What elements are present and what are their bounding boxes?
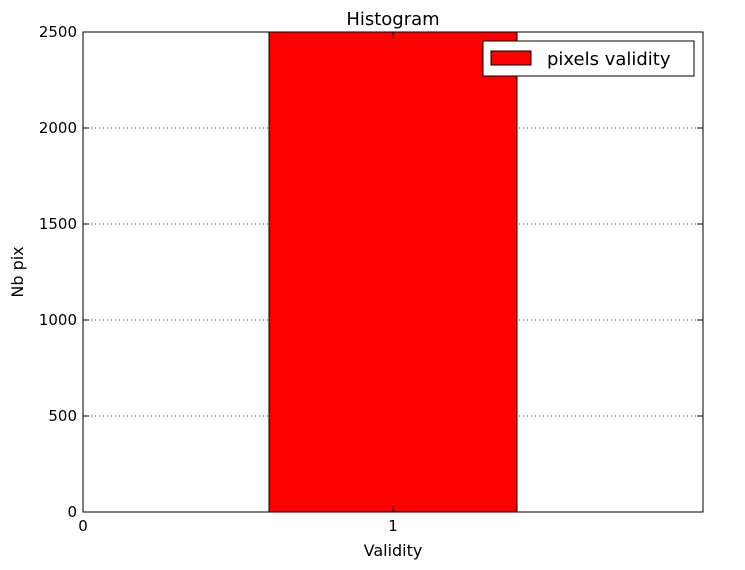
- grid-lines: [83, 127, 703, 417]
- y-tick-label-0: 0: [67, 503, 77, 521]
- y-tick-label-4: 2000: [39, 119, 77, 137]
- chart-title: Histogram: [346, 9, 439, 30]
- y-tick-label-5: 2500: [39, 23, 77, 41]
- legend-swatch: [490, 50, 532, 66]
- y-tick-label-1: 500: [48, 407, 77, 425]
- y-tick-label-3: 1500: [39, 215, 77, 233]
- legend-label: pixels validity: [547, 49, 671, 70]
- bars: [268, 31, 518, 513]
- bar-1: [268, 31, 518, 513]
- x-axis-label: Validity: [364, 541, 423, 560]
- x-tick-label-0: 0: [78, 517, 88, 535]
- y-tick-label-2: 1000: [39, 311, 77, 329]
- legend: pixels validity: [482, 40, 695, 77]
- y-axis-ticks: 0 500 1000 1500 2000 2500: [39, 23, 703, 521]
- y-axis-label: Nb pix: [8, 246, 27, 297]
- x-tick-label-1: 1: [388, 517, 398, 535]
